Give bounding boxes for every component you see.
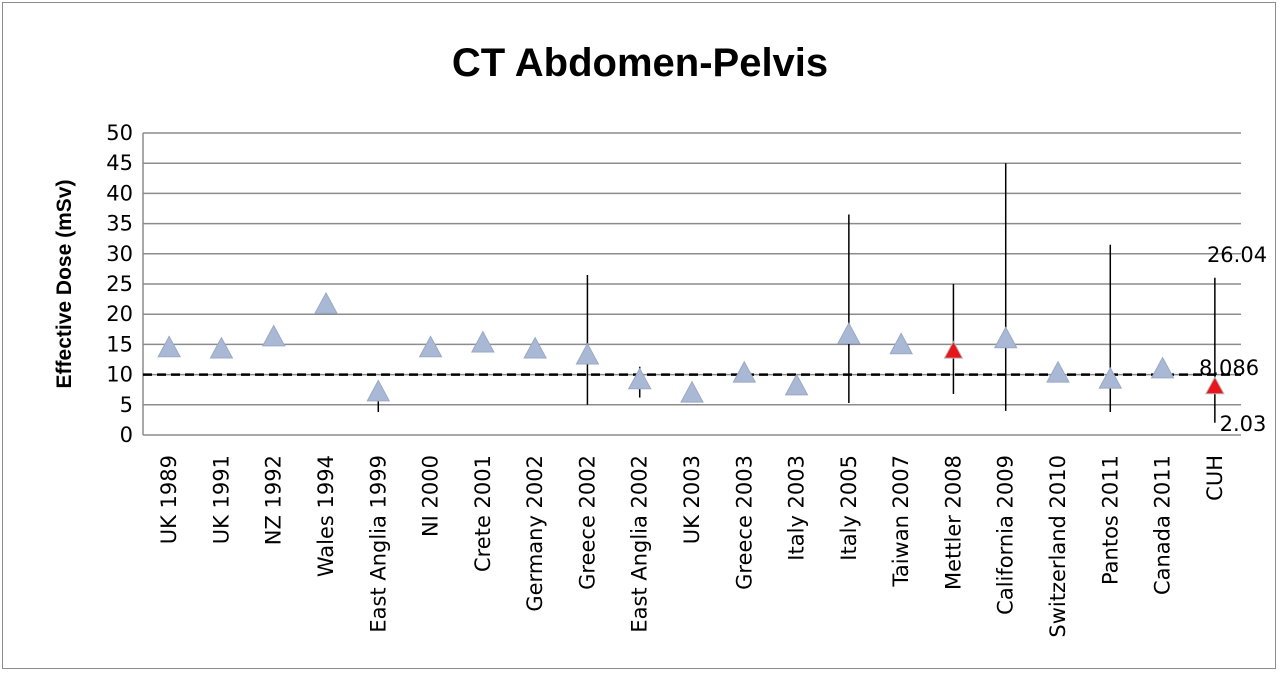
data-point xyxy=(471,330,495,353)
y-tick-labels: 0 5 10 15 20 25 30 35 40 45 50 xyxy=(106,121,133,447)
data-point xyxy=(784,373,809,396)
x-tick-label: East Anglia 1999 xyxy=(366,455,390,633)
x-tick-label: Taiwan 2007 xyxy=(889,455,913,588)
data-point xyxy=(993,326,1018,349)
data-point xyxy=(523,336,547,359)
x-tick-label: UK 1991 xyxy=(209,455,233,544)
y-tick-label: 35 xyxy=(106,212,133,236)
gridlines xyxy=(142,132,1241,436)
x-tick-label: Wales 1994 xyxy=(314,455,338,577)
data-point xyxy=(732,360,757,383)
y-tick-label: 30 xyxy=(106,242,133,266)
x-tick-label: CUH xyxy=(1203,455,1227,501)
x-tick-label: Greece 2002 xyxy=(575,455,599,590)
y-tick-label: 20 xyxy=(106,302,133,326)
data-point xyxy=(418,335,443,358)
x-tick-label: Germany 2002 xyxy=(523,455,547,612)
data-markers xyxy=(157,291,1225,403)
y-tick-label: 45 xyxy=(106,151,133,175)
annotation-lower: 2.03 xyxy=(1220,412,1267,436)
x-tick-label: Greece 2003 xyxy=(732,455,756,590)
x-tick-label: Switzerland 2010 xyxy=(1046,455,1070,638)
y-tick-label: 40 xyxy=(106,181,133,205)
chart-title: CT Abdomen-Pelvis xyxy=(452,41,828,85)
x-tick-label: UK 2003 xyxy=(680,455,704,544)
data-point xyxy=(680,380,704,403)
data-point xyxy=(314,291,338,314)
data-point xyxy=(261,324,286,347)
data-point-highlight xyxy=(943,340,964,359)
y-tick-label: 10 xyxy=(106,363,133,387)
annotation-mean: 8.086 xyxy=(1199,356,1259,380)
x-tick-label: UK 1989 xyxy=(157,455,181,544)
data-point xyxy=(1098,366,1123,389)
data-point xyxy=(1150,356,1175,379)
y-axis-label: Effective Dose (mSv) xyxy=(53,180,76,389)
data-point xyxy=(837,322,861,344)
y-tick-label: 50 xyxy=(106,121,133,145)
x-tick-label: Italy 2003 xyxy=(785,455,809,561)
x-tick-label: Pantos 2011 xyxy=(1098,455,1122,585)
data-point xyxy=(209,336,234,359)
data-point xyxy=(157,335,181,358)
data-point xyxy=(366,379,391,402)
x-tick-label: California 2009 xyxy=(994,455,1018,615)
x-tick-label: Crete 2001 xyxy=(471,455,495,572)
x-tick-label: Italy 2005 xyxy=(837,455,861,561)
y-tick-label: 5 xyxy=(120,393,133,417)
x-tick-label: Mettler 2008 xyxy=(941,455,965,590)
y-tick-label: 15 xyxy=(106,332,133,356)
annotation-upper: 26.04 xyxy=(1207,243,1267,267)
x-tick-label: East Anglia 2002 xyxy=(628,455,652,633)
x-tick-label: Canada 2011 xyxy=(1151,455,1175,595)
x-tick-label: NZ 1992 xyxy=(262,455,286,545)
y-tick-label: 0 xyxy=(120,423,133,447)
x-tick-labels: UK 1989 UK 1991 NZ 1992 Wales 1994 East Angl… xyxy=(157,455,1227,638)
y-tick-label: 25 xyxy=(106,272,133,296)
data-point xyxy=(575,342,600,365)
data-point-highlight xyxy=(1205,376,1225,395)
data-point xyxy=(627,367,652,390)
data-point xyxy=(1046,360,1070,383)
data-point xyxy=(889,332,913,355)
x-tick-label: NI 2000 xyxy=(419,455,443,537)
